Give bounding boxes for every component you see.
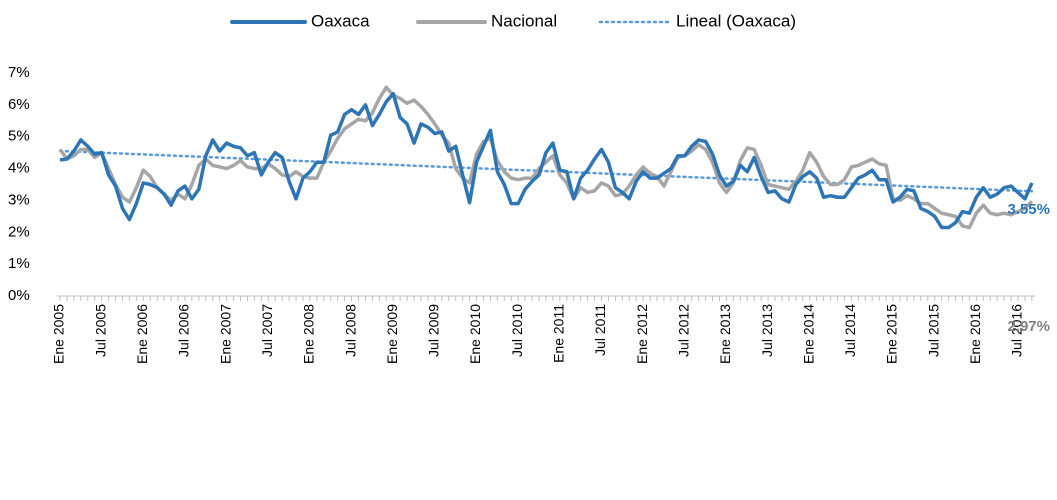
x-tick-label: Ene 2006 bbox=[134, 304, 150, 364]
x-tick-label: Ene 2015 bbox=[884, 304, 900, 364]
x-tick-label: Jul 2014 bbox=[842, 304, 858, 357]
x-tick-label: Jul 2007 bbox=[259, 304, 275, 357]
y-tick-label: 1% bbox=[8, 255, 30, 272]
y-tick-label: 6% bbox=[8, 96, 30, 113]
x-tick-label: Jul 2013 bbox=[759, 304, 775, 357]
line-series bbox=[58, 85, 1034, 230]
x-tick-label: Ene 2010 bbox=[467, 304, 483, 364]
line-series bbox=[59, 91, 1034, 230]
end-label: 3.55% bbox=[1007, 201, 1050, 218]
x-tick-label: Ene 2007 bbox=[217, 304, 233, 364]
x-tick-label: Jul 2015 bbox=[925, 304, 941, 357]
x-tick-label: Jul 2010 bbox=[509, 304, 525, 357]
legend-label: Oaxaca bbox=[311, 11, 370, 30]
x-tick-label: Jul 2005 bbox=[92, 304, 108, 357]
x-tick-label: Jul 2011 bbox=[592, 304, 608, 356]
x-tick-label: Ene 2009 bbox=[384, 304, 400, 364]
y-tick-label: 7% bbox=[8, 64, 30, 81]
x-tick-label: Ene 2014 bbox=[800, 304, 816, 364]
x-tick-label: Jul 2012 bbox=[675, 304, 691, 357]
y-tick-label: 4% bbox=[8, 160, 30, 177]
x-tick-label: Ene 2013 bbox=[717, 304, 733, 364]
x-tick-label: Jul 2008 bbox=[342, 304, 358, 357]
legend-label: Nacional bbox=[491, 11, 557, 30]
y-tick-label: 5% bbox=[8, 128, 30, 145]
end-label: 2.97% bbox=[1007, 318, 1050, 335]
x-tick-label: Ene 2016 bbox=[967, 304, 983, 364]
x-tick-label: Jul 2016 bbox=[1009, 304, 1025, 357]
y-tick-label: 2% bbox=[8, 223, 30, 240]
y-tick-label: 0% bbox=[8, 287, 30, 304]
x-tick-label: Ene 2008 bbox=[301, 304, 317, 364]
trend-line bbox=[58, 149, 1034, 193]
x-tick-label: Ene 2005 bbox=[51, 304, 67, 364]
x-tick-label: Ene 2011 bbox=[551, 304, 567, 363]
y-tick-label: 3% bbox=[8, 191, 30, 208]
legend-label: Lineal (Oaxaca) bbox=[676, 11, 796, 30]
x-tick-label: Jul 2009 bbox=[426, 304, 442, 357]
x-tick-label: Jul 2006 bbox=[176, 304, 192, 357]
x-tick-label: Ene 2012 bbox=[634, 304, 650, 364]
